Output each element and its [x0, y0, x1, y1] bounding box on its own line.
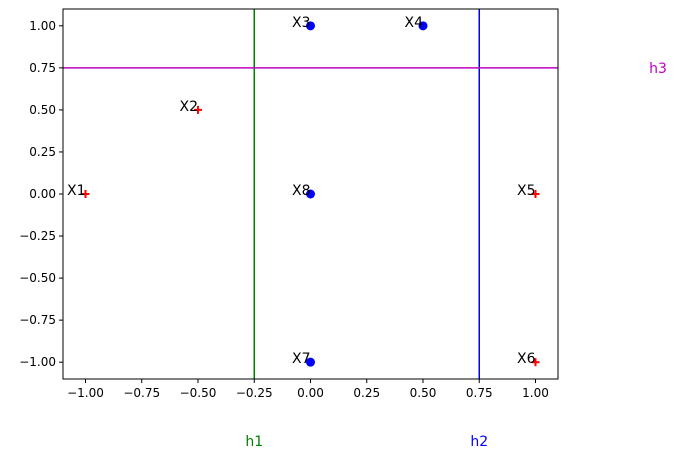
- y-tick-label: 0.50: [29, 103, 56, 117]
- point-x8: [306, 189, 315, 199]
- y-tick-label: 0.75: [29, 61, 56, 75]
- y-tick-label: −0.75: [19, 313, 56, 327]
- point-x3: [306, 21, 315, 31]
- point-x1: [81, 190, 90, 198]
- y-tick-label: −0.25: [19, 229, 56, 243]
- point-label-x8: X8: [292, 183, 311, 199]
- y-tick-label: 0.25: [29, 145, 56, 159]
- point-x2: [194, 105, 202, 114]
- x-tick-label: −0.50: [180, 386, 217, 400]
- line-label-h3: h3: [649, 61, 667, 77]
- x-tick-label: 0.00: [297, 386, 324, 400]
- y-tick-label: 1.00: [29, 19, 56, 33]
- point-label-x2: X2: [180, 99, 199, 115]
- x-tick-label: −0.25: [236, 386, 273, 400]
- y-tick-label: −0.50: [19, 271, 56, 285]
- line-label-h1: h1: [245, 434, 263, 450]
- y-tick-label: 0.00: [29, 187, 56, 201]
- line-label-h2: h2: [470, 434, 488, 450]
- point-labels: X1 X2 X3 X4 X5 X6 X7 X8: [67, 15, 536, 367]
- data-points: [81, 21, 540, 367]
- line-labels: h1 h2 h3: [245, 61, 667, 450]
- point-x4: [418, 21, 428, 31]
- point-label-x7: X7: [292, 351, 311, 367]
- point-x6: [531, 358, 540, 367]
- y-tick-label: −1.00: [19, 355, 56, 369]
- x-tick-label: −1.00: [67, 386, 104, 400]
- point-x5: [531, 190, 540, 198]
- x-tick-label: −0.75: [123, 386, 160, 400]
- point-label-x5: X5: [517, 183, 536, 199]
- separating-lines: [63, 9, 558, 379]
- point-label-x1: X1: [67, 183, 86, 199]
- x-tick-label: 1.00: [522, 386, 549, 400]
- point-x7: [306, 357, 315, 367]
- x-tick-label: 0.50: [410, 386, 437, 400]
- x-tick-label: 0.25: [353, 386, 380, 400]
- point-label-x6: X6: [517, 351, 536, 367]
- point-label-x3: X3: [292, 15, 311, 31]
- x-tick-label: 0.75: [466, 386, 493, 400]
- point-label-x4: X4: [405, 15, 424, 31]
- y-axis-ticks: −1.00 −0.75 −0.50 −0.25 0.00 0.25 0.50 0.75 1.00: [19, 19, 63, 369]
- x-axis-ticks: −1.00 −0.75 −0.50 −0.25 0.00 0.25 0.50 0.75 1.00: [67, 379, 549, 400]
